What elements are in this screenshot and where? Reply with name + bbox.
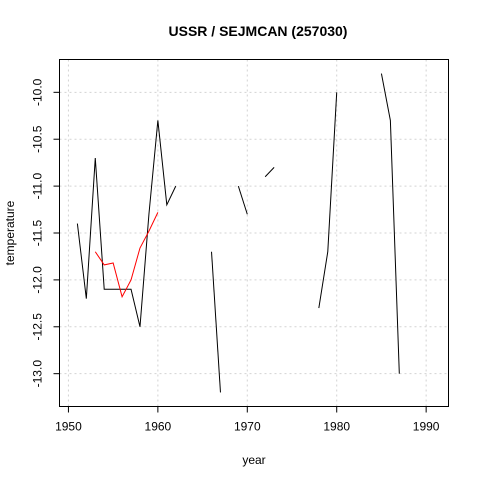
y-tick-label: -12.5 bbox=[31, 313, 45, 341]
y-axis-label: temperature bbox=[3, 200, 17, 265]
series-line-segment bbox=[237, 185, 248, 215]
x-axis-label: year bbox=[242, 453, 265, 467]
x-axis: 1950 1960 1970 1980 1990 bbox=[55, 406, 440, 434]
y-tick-label: -10.5 bbox=[31, 125, 45, 153]
series-line-segment bbox=[76, 120, 177, 327]
series-line-segment bbox=[94, 212, 159, 299]
y-tick-label: -10.0 bbox=[31, 78, 45, 106]
series-line-segment bbox=[380, 73, 400, 374]
series-line-segment bbox=[264, 167, 275, 178]
x-tick-label: 1980 bbox=[323, 420, 350, 434]
series-layer bbox=[76, 73, 400, 393]
y-tick-label: -13.0 bbox=[31, 360, 45, 388]
grid bbox=[59, 59, 449, 407]
y-tick-label: -12.0 bbox=[31, 266, 45, 294]
y-tick-label: -11.5 bbox=[31, 219, 45, 246]
x-tick-label: 1970 bbox=[234, 420, 261, 434]
y-tick-label: -11.0 bbox=[31, 173, 45, 200]
x-tick-label: 1990 bbox=[413, 420, 440, 434]
series-2 bbox=[94, 212, 159, 299]
series-line-segment bbox=[318, 92, 338, 309]
chart-title: USSR / SEJMCAN (257030) bbox=[169, 23, 348, 39]
y-axis: -13.0 -12.5 -12.0 -11.5 -11.0 -10.5 -10.0 bbox=[31, 78, 60, 387]
x-tick-label: 1950 bbox=[55, 420, 82, 434]
series-line-segment bbox=[211, 251, 221, 393]
x-tick-label: 1960 bbox=[145, 420, 172, 434]
